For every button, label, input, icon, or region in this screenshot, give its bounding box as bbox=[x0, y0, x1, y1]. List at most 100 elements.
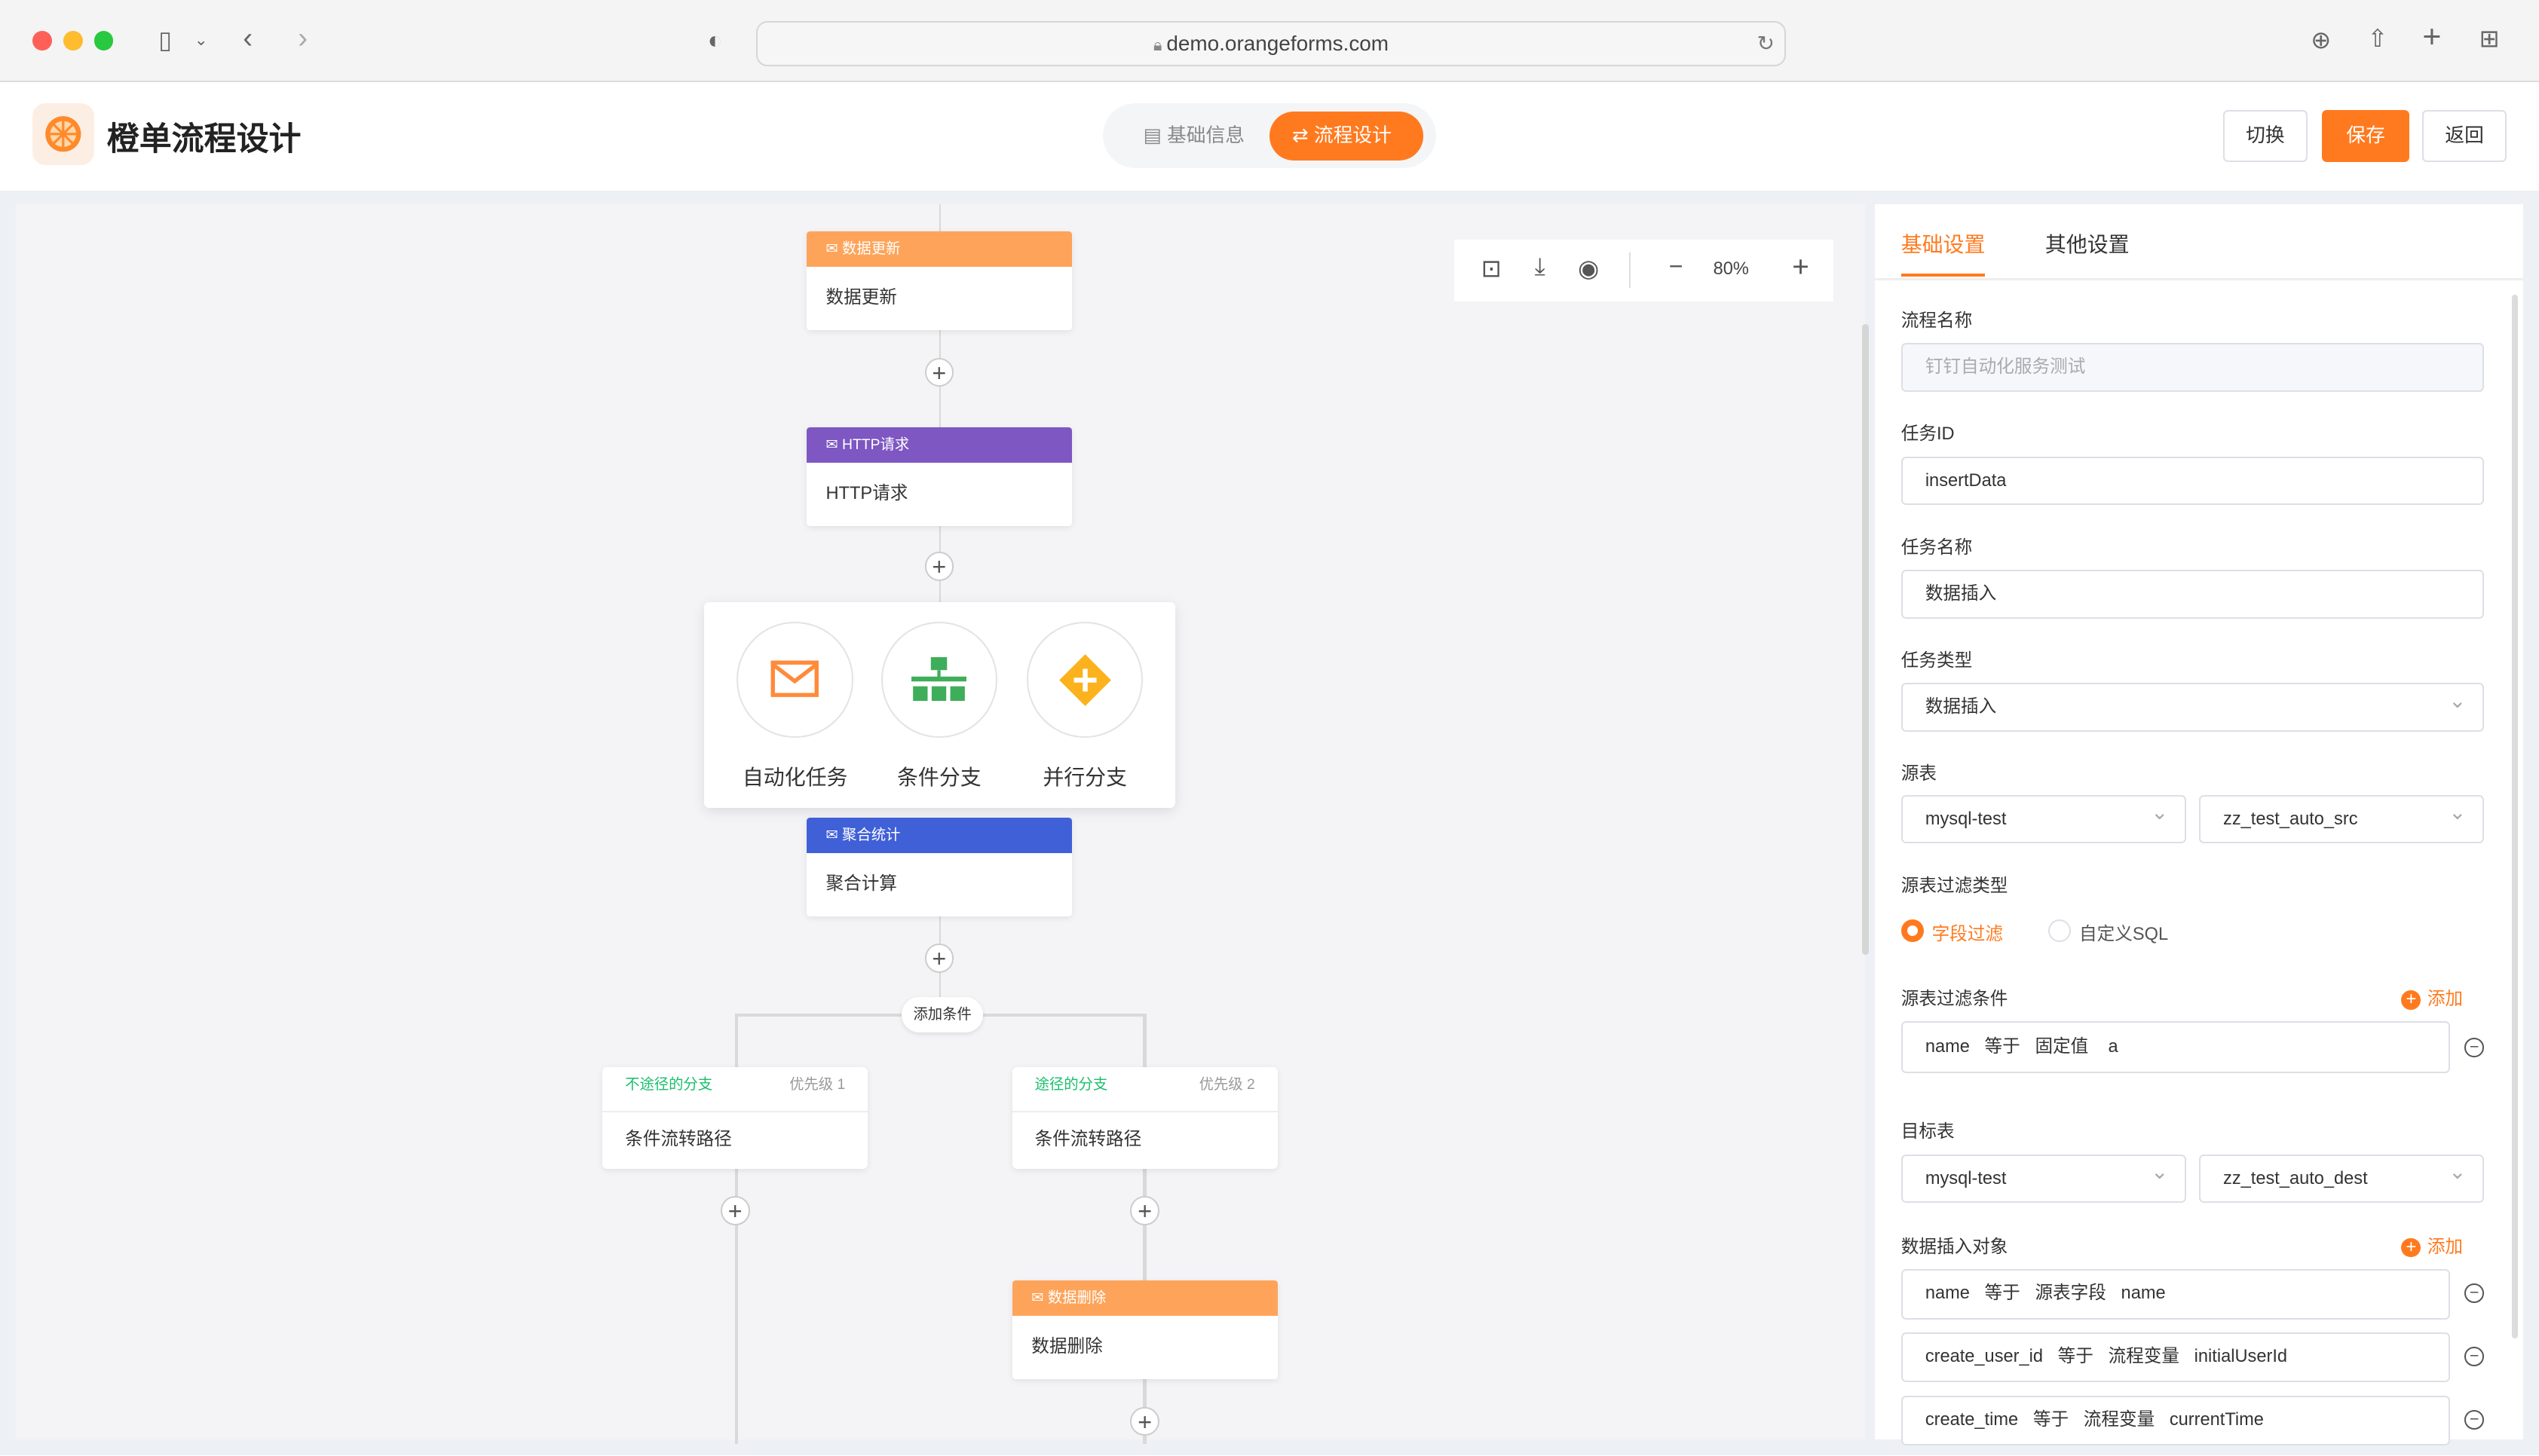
switch-button[interactable]: 切换 bbox=[2223, 110, 2308, 162]
add-label: 添加 bbox=[2427, 1237, 2464, 1257]
radio-label: 自定义SQL bbox=[2079, 925, 2169, 945]
share-icon[interactable]: ⇧ bbox=[2367, 25, 2388, 53]
envelope-icon bbox=[737, 621, 853, 739]
remove-circle-icon[interactable]: − bbox=[2464, 1347, 2485, 1366]
branch-card[interactable]: 不途径的分支 优先级 1 条件流转路径 bbox=[602, 1066, 868, 1169]
download-icon[interactable]: ⊕ bbox=[2311, 26, 2332, 54]
flow-node-data-delete[interactable]: ✉ 数据删除 数据删除 bbox=[1012, 1280, 1278, 1380]
picker-label: 自动化任务 bbox=[742, 765, 848, 789]
picker-condition-branch[interactable]: 条件分支 bbox=[866, 621, 1012, 791]
task-type-select[interactable]: 数据插入 bbox=[1900, 678, 2485, 732]
flow-name-label: 流程名称 bbox=[1900, 310, 1973, 331]
add-node-button[interactable]: + bbox=[924, 552, 954, 582]
branch-name: 途径的分支 bbox=[1034, 1076, 1108, 1093]
add-node-button[interactable]: + bbox=[720, 1196, 750, 1226]
zoom-out-icon[interactable]: − bbox=[1668, 252, 1683, 280]
filter-type-label: 源表过滤类型 bbox=[1900, 876, 2008, 896]
forward-icon[interactable]: › bbox=[298, 22, 308, 55]
plus-circle-icon: + bbox=[2401, 1237, 2421, 1258]
flow-node-aggregate[interactable]: ✉ 聚合统计 聚合计算 bbox=[806, 817, 1072, 916]
zoom-in-icon[interactable]: + bbox=[1792, 250, 1809, 283]
remove-circle-icon[interactable]: − bbox=[2464, 1409, 2485, 1430]
task-name-label: 任务名称 bbox=[1900, 537, 1973, 558]
picker-automation-task[interactable]: 自动化任务 bbox=[722, 621, 868, 791]
tab-label: 基础信息 bbox=[1166, 125, 1245, 147]
download-icon[interactable]: ⤓ bbox=[1534, 252, 1545, 280]
add-node-button[interactable]: + bbox=[1130, 1196, 1159, 1226]
back-button[interactable]: 返回 bbox=[2422, 110, 2507, 162]
flow-name-input[interactable]: 钉钉自动化服务测试 bbox=[1900, 343, 2485, 392]
add-node-button[interactable]: + bbox=[1130, 1406, 1159, 1436]
task-id-input[interactable]: insertData bbox=[1900, 456, 2485, 506]
save-button[interactable]: 保存 bbox=[2322, 110, 2409, 162]
canvas-toolbar bbox=[1453, 239, 1833, 301]
insert-object-row[interactable]: create_user_id 等于 流程变量 initialUserId bbox=[1900, 1332, 2450, 1383]
chevron-down-icon[interactable]: ⌄ bbox=[194, 31, 208, 50]
org-chart-icon bbox=[881, 621, 998, 739]
back-icon[interactable]: ‹ bbox=[243, 22, 253, 55]
task-name-input[interactable]: 数据插入 bbox=[1900, 570, 2485, 619]
target-db-select[interactable]: mysql-test bbox=[1900, 1149, 2186, 1203]
radio-custom-sql[interactable] bbox=[2048, 919, 2072, 943]
picker-parallel-branch[interactable]: 并行分支 bbox=[1012, 621, 1158, 791]
canvas-scrollbar[interactable] bbox=[1862, 323, 1869, 956]
branch-name: 不途径的分支 bbox=[625, 1076, 713, 1093]
tab-flow-design[interactable]: ⇄ 流程设计 bbox=[1270, 112, 1424, 161]
mail-icon: ✉ bbox=[825, 827, 843, 843]
shield-icon[interactable]: ◐ bbox=[707, 26, 723, 54]
divider bbox=[1875, 278, 2523, 280]
eye-icon[interactable]: ◉ bbox=[1578, 255, 1600, 283]
folder-plus-icon[interactable]: ⊡ bbox=[1481, 255, 1502, 283]
picker-label: 条件分支 bbox=[897, 765, 982, 789]
add-filter-button[interactable]: + 添加 bbox=[2401, 984, 2463, 1010]
node-name: 聚合计算 bbox=[825, 873, 897, 894]
source-db-select[interactable]: mysql-test bbox=[1900, 790, 2186, 844]
picker-label: 并行分支 bbox=[1043, 765, 1127, 789]
flow-node-data-update[interactable]: ✉ 数据更新 数据更新 bbox=[806, 231, 1072, 331]
flow-node-http[interactable]: ✉ HTTP请求 HTTP请求 bbox=[806, 427, 1072, 527]
node-name: 数据删除 bbox=[1031, 1337, 1103, 1357]
node-name: HTTP请求 bbox=[825, 484, 908, 504]
tab-basic-info[interactable]: ▤ 基础信息 bbox=[1120, 112, 1267, 160]
panel-scrollbar[interactable] bbox=[2511, 294, 2519, 1339]
radio-field-filter[interactable] bbox=[1900, 919, 1924, 943]
close-window-button[interactable] bbox=[32, 30, 52, 50]
branch-line bbox=[1143, 1013, 1147, 1067]
address-bar[interactable]: 🔒︎ demo.orangeforms.com ↻ bbox=[756, 20, 1786, 66]
node-type: 聚合统计 bbox=[842, 827, 901, 843]
diamond-plus-icon bbox=[1026, 621, 1144, 739]
remove-circle-icon[interactable]: − bbox=[2464, 1037, 2485, 1057]
task-type-label: 任务类型 bbox=[1900, 651, 1973, 671]
source-table-label: 源表 bbox=[1900, 764, 1937, 785]
mail-icon: ✉ bbox=[1031, 1290, 1048, 1307]
remove-circle-icon[interactable]: − bbox=[2464, 1283, 2485, 1304]
divider bbox=[1628, 252, 1631, 289]
url-text: demo.orangeforms.com bbox=[1166, 31, 1389, 55]
add-insert-button[interactable]: + 添加 bbox=[2401, 1232, 2463, 1258]
sidebar-toggle-icon[interactable]: ▯ bbox=[158, 26, 172, 54]
filter-condition-label: 源表过滤条件 bbox=[1900, 989, 2008, 1009]
new-tab-icon[interactable]: + bbox=[2422, 18, 2442, 55]
branch-priority: 优先级 2 bbox=[1199, 1076, 1255, 1093]
add-node-button[interactable]: + bbox=[924, 944, 954, 973]
insert-object-row[interactable]: create_time 等于 流程变量 currentTime bbox=[1900, 1395, 2450, 1446]
branch-card[interactable]: 途径的分支 优先级 2 条件流转路径 bbox=[1012, 1066, 1278, 1169]
switch-icon: ⇄ bbox=[1292, 125, 1314, 147]
reload-icon[interactable]: ↻ bbox=[1756, 31, 1775, 55]
minimize-window-button[interactable] bbox=[63, 30, 83, 50]
lock-icon: 🔒︎ bbox=[1153, 35, 1167, 54]
insert-object-row[interactable]: name 等于 源表字段 name bbox=[1900, 1269, 2450, 1320]
tab-overview-icon[interactable]: ⊞ bbox=[2479, 25, 2500, 53]
document-icon: ▤ bbox=[1143, 125, 1167, 147]
maximize-window-button[interactable] bbox=[93, 30, 114, 50]
add-node-button[interactable]: + bbox=[924, 357, 954, 387]
zoom-level: 80% bbox=[1713, 258, 1749, 279]
node-name: 数据更新 bbox=[825, 288, 897, 308]
tab-other-settings[interactable]: 其他设置 bbox=[2044, 232, 2130, 256]
filter-condition-row[interactable]: name 等于 固定值 a bbox=[1900, 1021, 2450, 1074]
source-table-select[interactable]: zz_test_auto_src bbox=[2198, 790, 2485, 844]
add-condition-button[interactable]: 添加条件 bbox=[902, 997, 983, 1033]
tab-basic-settings[interactable]: 基础设置 bbox=[1900, 232, 1986, 256]
target-table-select[interactable]: zz_test_auto_dest bbox=[2198, 1149, 2485, 1203]
task-id-label: 任务ID bbox=[1900, 424, 1955, 445]
